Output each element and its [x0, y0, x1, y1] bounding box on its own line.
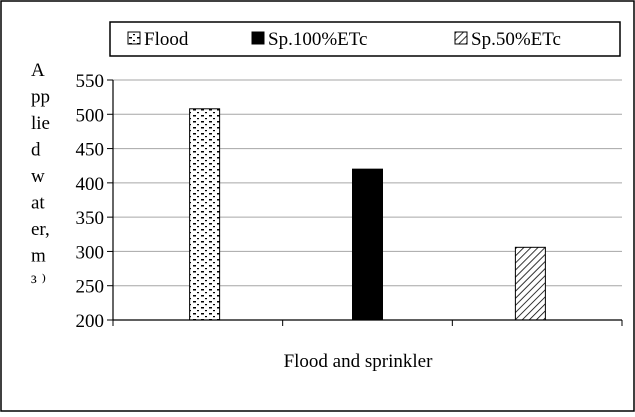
y-tick-label-300: 300: [76, 242, 105, 263]
y-axis-label-line-2: lie: [31, 113, 50, 134]
legend-label-sp-50-etc: Sp.50%ETc: [471, 29, 561, 50]
legend-swatch-sp-50-etc: [454, 31, 468, 45]
y-axis-label-line-0: A: [31, 60, 45, 81]
bar-layer: [189, 108, 546, 321]
y-tick-label-350: 350: [76, 208, 105, 229]
y-tick-label-200: 200: [76, 311, 105, 332]
y-axis-label-line-8: ³ ⁾: [31, 272, 46, 293]
y-axis-label-line-6: er,: [31, 219, 50, 240]
bar-sp-50-etc: [514, 246, 546, 321]
y-axis-label-line-7: m: [31, 246, 46, 267]
legend-box: [109, 21, 621, 57]
legend-swatch-flood: [127, 31, 141, 45]
y-tick-label-250: 250: [76, 277, 105, 298]
y-axis-label-line-3: d: [31, 140, 41, 161]
y-axis-label-line-4: w: [31, 166, 45, 187]
axis-layer: 200 250 300 350 400 450 500 550: [76, 71, 623, 332]
y-axis-label-line-5: at: [31, 193, 45, 214]
legend-label-flood: Flood: [144, 29, 189, 50]
legend-label-sp-100-etc: Sp.100%ETc: [268, 29, 367, 50]
x-axis-label: Flood and sprinkler: [284, 351, 433, 372]
y-tick-label-550: 550: [76, 71, 105, 92]
y-axis-label-line-1: pp: [31, 87, 50, 108]
legend: Flood Sp.100%ETc Sp.50%ETc: [109, 21, 621, 57]
bar-sp-100-etc: [352, 168, 383, 321]
y-tick-label-500: 500: [76, 105, 105, 126]
y-tick-label-450: 450: [76, 140, 105, 161]
legend-swatch-sp-100-etc: [251, 31, 265, 45]
y-tick-label-400: 400: [76, 174, 105, 195]
y-axis-label: App lie dw at er, m ³ ⁾: [31, 60, 50, 293]
bar-flood: [189, 108, 221, 321]
